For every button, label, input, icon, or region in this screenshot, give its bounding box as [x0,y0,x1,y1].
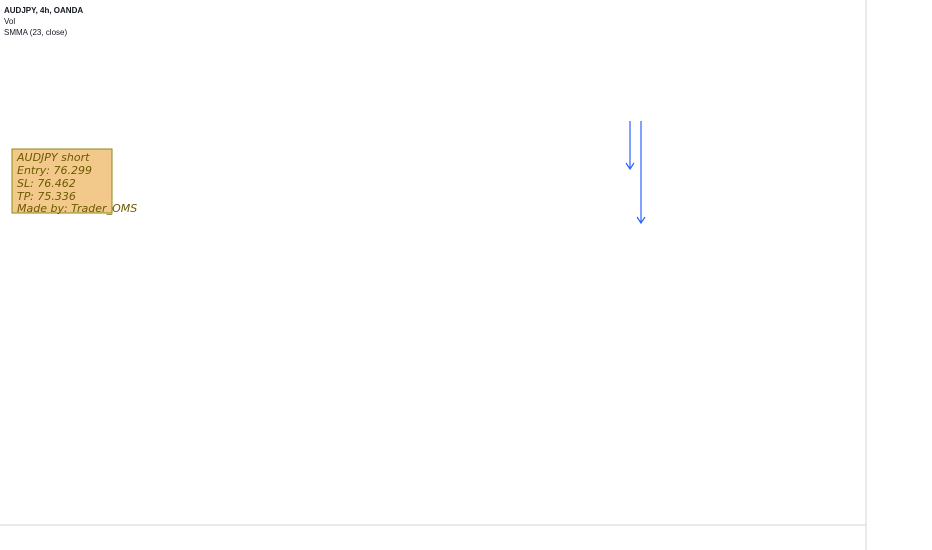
chart-title: AUDJPY, 4h, OANDA [4,6,83,15]
note-line: SL: 76.462 [17,177,76,190]
note-line: TP: 75.336 [17,190,76,203]
legend-smma: SMMA (23, close) [4,28,67,37]
legend-volume: Vol [4,17,15,26]
note-background [11,148,113,214]
arrow-head [625,162,635,171]
note-line: Entry: 76.299 [17,164,92,177]
arrows [625,121,646,225]
price-axis [866,0,932,550]
arrow-head [636,216,646,225]
note-line: Made by: Trader_OMS [17,202,137,215]
note-box: AUDJPY short Entry: 76.299 SL: 76.462 TP… [11,148,137,215]
note-line: AUDJPY short [16,151,90,164]
